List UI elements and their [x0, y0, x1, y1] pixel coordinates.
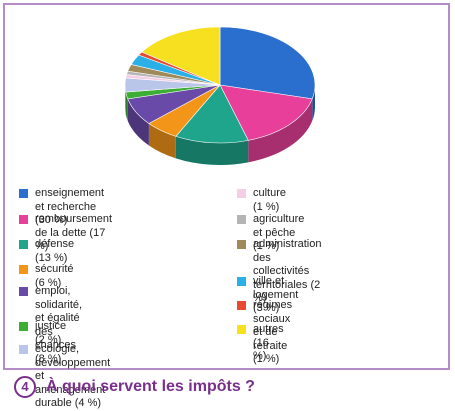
legend-swatch: [237, 301, 246, 310]
pie-slice-side: [127, 98, 149, 146]
legend-label: défense (13 %): [35, 238, 75, 264]
legend-swatch: [19, 189, 28, 198]
legend-swatch: [237, 277, 246, 286]
legend-swatch: [237, 215, 246, 224]
pie-slice: [219, 26, 316, 100]
legend-swatch: [237, 240, 246, 249]
legend-label: ville et logement (3 %): [253, 275, 299, 314]
legend-swatch: [237, 189, 246, 198]
legend-label: écologie, développement et aménagement d…: [35, 343, 111, 409]
legend-swatch: [19, 240, 28, 249]
pie-slice-side: [248, 98, 313, 163]
pie-slice: [175, 84, 249, 144]
figure-number-badge: 4: [14, 376, 36, 398]
legend-label: emploi, solidarité, et égalité des chanc…: [35, 285, 83, 365]
legend-label: autres (16 %): [253, 323, 284, 362]
legend-swatch: [237, 325, 246, 334]
pie-slice-side: [148, 123, 176, 159]
legend-swatch: [19, 265, 28, 274]
legend-swatch: [19, 322, 28, 331]
legend-swatch: [19, 287, 28, 296]
pie-chart: [105, 15, 335, 180]
legend-swatch: [19, 345, 28, 354]
legend-swatch: [19, 215, 28, 224]
legend-label: agriculture et pêche (1 %): [253, 213, 305, 252]
legend-label: remboursement de la dette (17 %): [35, 213, 113, 252]
pie-slice: [141, 26, 221, 86]
pie-slice-side: [312, 85, 315, 121]
legend-label: enseignement et recherche (30 %): [35, 187, 105, 226]
legend-label: administration des collectivités territo…: [253, 238, 322, 304]
legend-label: culture (1 %): [253, 187, 287, 213]
chart-frame: enseignement et recherche (30 %) rembour…: [3, 3, 450, 409]
pie-slice-side: [175, 136, 249, 165]
legend-label: justice (2 %): [35, 320, 67, 346]
legend-label: sécurité (6 %): [35, 263, 74, 289]
pie-slice-side: [125, 91, 128, 121]
figure-title: À quoi servent les impôts ?: [46, 378, 255, 395]
legend-label: régimes sociaux et de retraite (1 %): [253, 299, 293, 365]
pie-slice: [219, 84, 313, 141]
